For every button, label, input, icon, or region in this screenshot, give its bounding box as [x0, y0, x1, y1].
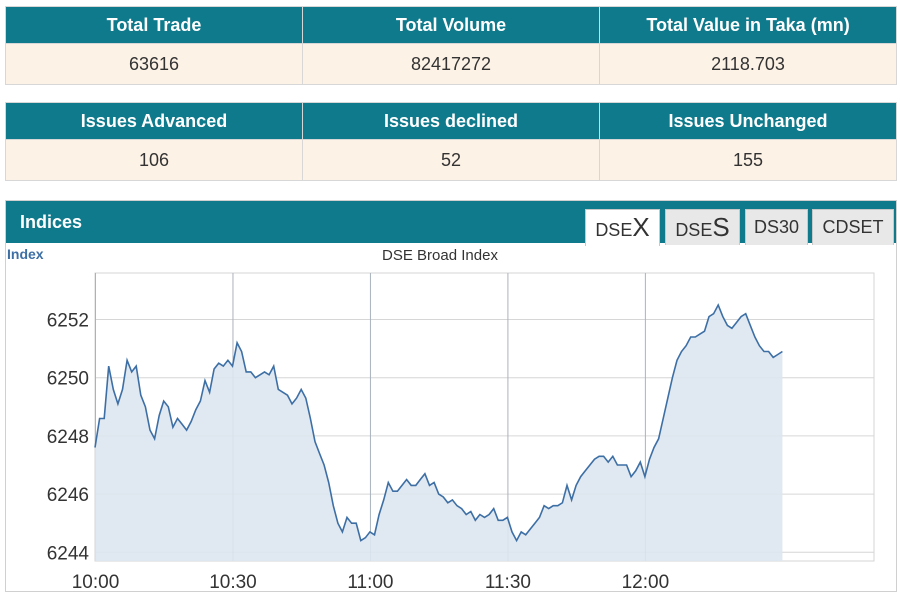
tab-cdset[interactable]: CDSET: [812, 209, 894, 245]
x-tick-label: 11:00: [347, 572, 393, 591]
y-tick-label: 6246: [47, 485, 89, 506]
header-issues-declined: Issues declined: [302, 102, 600, 140]
indices-header: Indices DSEX DSES DS30 CDSET: [6, 201, 896, 246]
tab-dses-suffix: S: [712, 212, 730, 242]
x-tick-labels: 10:00 10:30 11:00 11:30 12:00: [72, 572, 669, 591]
value-issues-unchanged: 155: [599, 139, 897, 181]
value-issues-advanced: 106: [5, 139, 303, 181]
header-total-value: Total Value in Taka (mn): [599, 6, 897, 44]
value-total-volume: 82417272: [302, 43, 600, 85]
indices-panel: Indices DSEX DSES DS30 CDSET 6244 6246 624…: [5, 200, 897, 592]
y-tick-labels: 6244 6246 6248 6250 6252: [47, 311, 90, 565]
header-issues-advanced: Issues Advanced: [5, 102, 303, 140]
tab-dsex[interactable]: DSEX: [585, 209, 660, 246]
header-total-trade: Total Trade: [5, 6, 303, 44]
value-total-value: 2118.703: [599, 43, 897, 85]
summary-table: Total Trade Total Volume Total Value in …: [5, 6, 897, 85]
y-tick-label: 6248: [47, 427, 89, 448]
chart-ylabel: Index: [7, 246, 44, 262]
tab-dses-prefix: DSE: [675, 220, 713, 240]
tab-dses[interactable]: DSES: [665, 209, 740, 245]
chart-line: [94, 303, 783, 543]
header-issues-unchanged: Issues Unchanged: [599, 102, 897, 140]
x-tick-label: 10:30: [209, 572, 257, 591]
x-tick-label: 11:30: [485, 572, 531, 591]
y-tick-label: 6250: [47, 369, 89, 390]
value-issues-declined: 52: [302, 139, 600, 181]
indices-title: Indices: [20, 212, 83, 232]
chart-area: [95, 305, 783, 561]
tab-ds30[interactable]: DS30: [745, 209, 808, 245]
header-total-volume: Total Volume: [302, 6, 600, 44]
x-tick-label: 10:00: [72, 572, 120, 591]
tab-dsex-prefix: DSE: [595, 220, 633, 240]
tab-cdset-label: CDSET: [822, 217, 884, 237]
issues-table: Issues Advanced Issues declined Issues U…: [5, 102, 897, 181]
x-tick-label: 12:00: [622, 572, 670, 591]
y-tick-label: 6244: [47, 543, 90, 564]
tab-dsex-suffix: X: [632, 212, 650, 242]
value-total-trade: 63616: [5, 43, 303, 85]
index-chart: 6244 6246 6248 6250 6252 10:00 10:30 11:00 11:3…: [7, 246, 875, 591]
y-tick-label: 6252: [47, 311, 89, 332]
tab-ds30-label: DS30: [753, 217, 800, 237]
chart-title: DSE Broad Index: [382, 247, 498, 264]
